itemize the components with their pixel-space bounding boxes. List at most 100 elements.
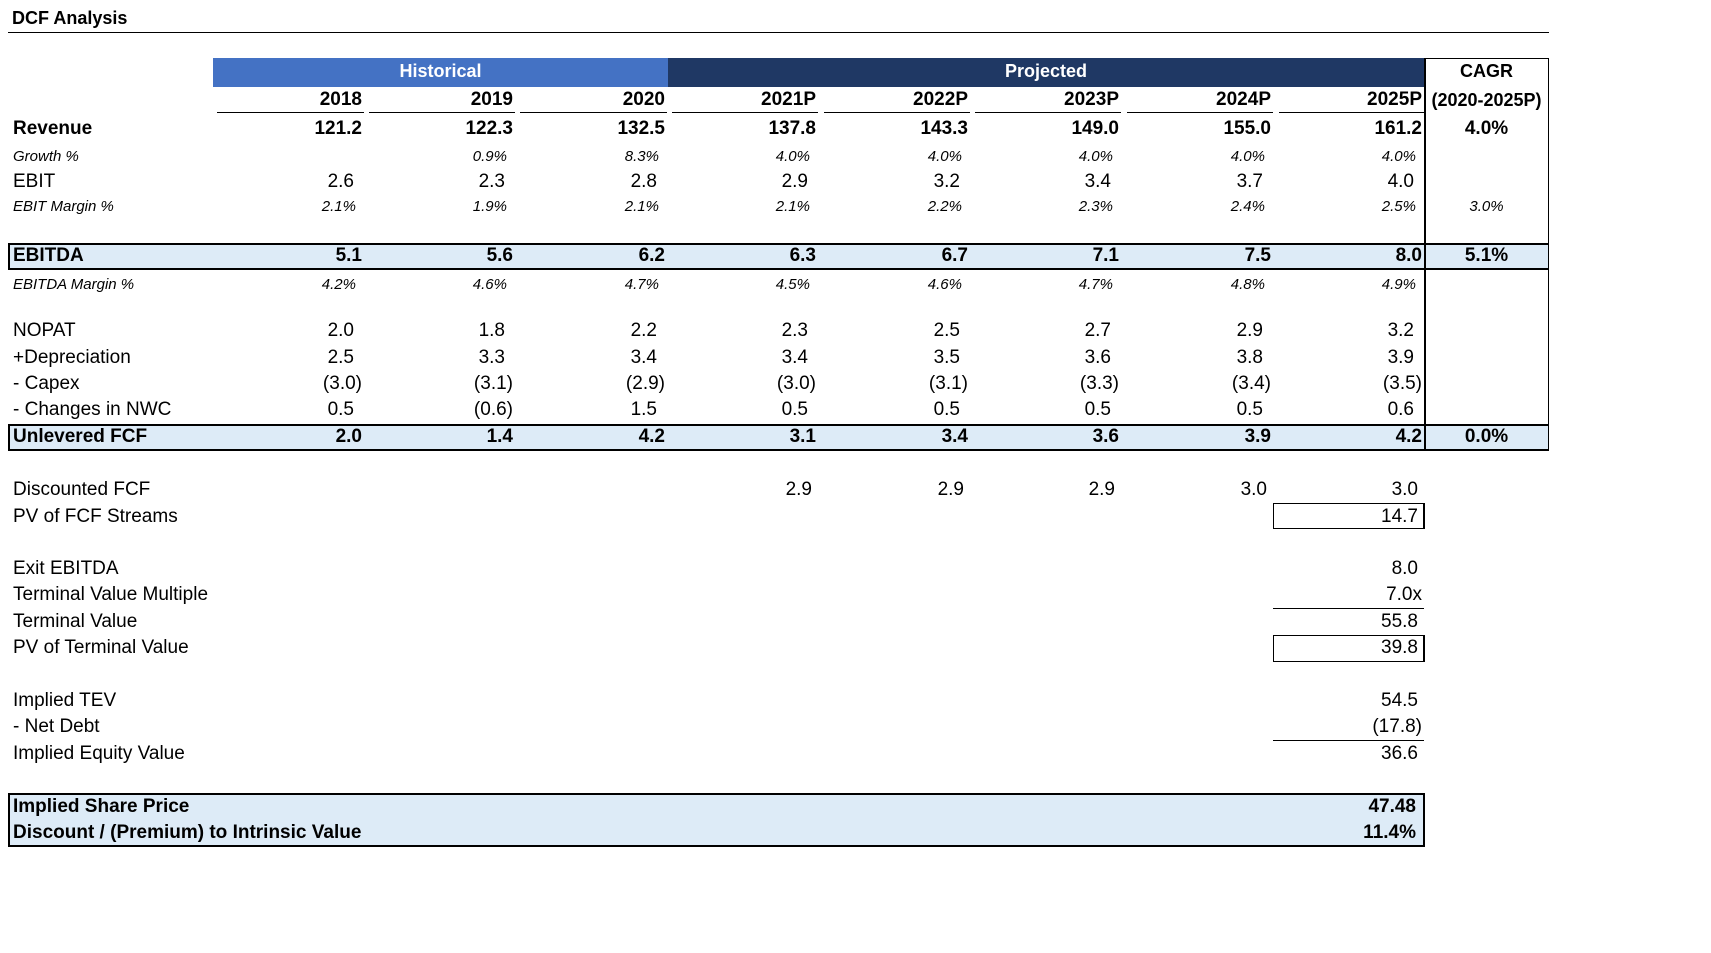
discount-label: Discount / (Premium) to Intrinsic Value [13,822,362,843]
ufcf-row-highlight [8,424,1424,451]
share-price-value: 47.48 [1368,796,1416,817]
title-underline [8,32,1549,33]
tv-multiple-rule [1273,608,1424,609]
ebit-cell: 2.3 [478,171,505,192]
ebit-margin-cell: 2.3% [1078,198,1113,215]
discounted-fcf-cell: 2.9 [937,479,964,500]
ufcf-cell: 3.6 [1092,426,1119,447]
cagr-period: (2020-2025P) [1431,90,1542,110]
capex-cell: (3.3) [1079,373,1119,394]
depreciation-cell: 3.4 [630,347,657,368]
ebitda-cell: 5.6 [486,245,513,266]
implied-tev-value: 54.5 [1381,690,1418,711]
year-underline [520,112,667,113]
ebit-cell: 4.0 [1387,171,1414,192]
share-price-label: Implied Share Price [13,796,190,817]
revenue-cell: 143.3 [920,118,968,139]
ebit-cell: 3.4 [1084,171,1111,192]
ebitda-margin-cell: 4.7% [1078,276,1113,293]
ebit-margin-cell: 2.2% [927,198,962,215]
ufcf-cell: 3.1 [789,426,816,447]
capex-cell: (3.5) [1382,373,1422,394]
terminal-value-value: 55.8 [1381,611,1418,632]
equity-value-label: Implied Equity Value [13,743,185,764]
year-header: 2019 [470,89,513,110]
cagr-header: CAGR [1460,61,1513,81]
historical-label: Historical [399,61,482,81]
nopat-cell: 2.7 [1084,320,1111,341]
ebit-margin-cell: 2.1% [775,198,810,215]
projected-header: Projected [668,58,1424,87]
nwc-cell: 0.5 [327,399,354,420]
year-header: 2023P [1064,89,1119,110]
nopat-cell: 2.2 [630,320,657,341]
capex-cell: (3.0) [776,373,816,394]
capex-cell: (2.9) [625,373,665,394]
ufcf-cagr-highlight [1424,424,1549,451]
year-header: 2018 [319,89,362,110]
depreciation-cell: 3.9 [1387,347,1414,368]
nwc-cell: 0.5 [781,399,808,420]
revenue-cagr: 4.0% [1464,118,1509,139]
capex-cell: (3.1) [473,373,513,394]
revenue-cell: 122.3 [465,118,513,139]
capex-cell: (3.1) [928,373,968,394]
nopat-cell: 2.5 [933,320,960,341]
pv-tv-label: PV of Terminal Value [13,637,189,658]
year-underline [975,112,1121,113]
nopat-cell: 2.3 [781,320,808,341]
ebit-cell: 2.9 [781,171,808,192]
ebitda-margin-cell: 4.7% [624,276,659,293]
year-underline [672,112,818,113]
ebit-label: EBIT [13,171,56,192]
tv-multiple-label: Terminal Value Multiple [13,584,209,605]
ebitda-cell: 6.3 [789,245,816,266]
nwc-cell: (0.6) [473,399,513,420]
pv-fcf-value: 14.7 [1381,506,1418,527]
ebitda-margin-label: EBITDA Margin % [13,276,135,293]
pv-fcf-label: PV of FCF Streams [13,506,178,527]
year-underline [217,112,364,113]
year-header: 2022P [913,89,968,110]
nopat-cell: 2.0 [327,320,354,341]
ebit-margin-cell: 1.9% [472,198,507,215]
revenue-cell: 132.5 [617,118,665,139]
ebitda-label: EBITDA [13,245,84,266]
growth-cell: 8.3% [624,148,659,165]
nwc-cell: 0.5 [1236,399,1263,420]
ebitda-margin-cell: 4.5% [775,276,810,293]
nopat-cell: 2.9 [1236,320,1263,341]
growth-cell: 4.0% [927,148,962,165]
pv-fcf-box [1273,503,1425,529]
growth-cell: 4.0% [1230,148,1265,165]
ebitda-margin-cell: 4.6% [927,276,962,293]
nopat-label: NOPAT [13,320,76,341]
discounted-fcf-label: Discounted FCF [13,479,151,500]
ebit-margin-cell: 2.4% [1230,198,1265,215]
depreciation-cell: 3.3 [478,347,505,368]
sheet-title: DCF Analysis [12,8,128,28]
ufcf-cell: 1.4 [486,426,513,447]
ebitda-margin-cell: 4.2% [321,276,356,293]
nopat-cell: 1.8 [478,320,505,341]
historical-header: Historical [213,58,668,87]
discounted-fcf-cell: 3.0 [1391,479,1418,500]
growth-cell: 4.0% [1381,148,1416,165]
depreciation-cell: 2.5 [327,347,354,368]
depreciation-label: +Depreciation [13,347,131,368]
revenue-label: Revenue [13,118,93,139]
ebit-cell: 3.7 [1236,171,1263,192]
exit-ebitda-label: Exit EBITDA [13,558,119,579]
ufcf-cell: 3.4 [941,426,968,447]
depreciation-cell: 3.5 [933,347,960,368]
revenue-cell: 149.0 [1071,118,1119,139]
terminal-value-label: Terminal Value [13,611,138,632]
ebit-margin-cell: 2.1% [624,198,659,215]
ufcf-cell: 2.0 [335,426,362,447]
ebit-margin-label: EBIT Margin % [13,198,114,215]
ufcf-cagr: 0.0% [1464,426,1509,447]
summary-box [8,793,1425,847]
implied-tev-label: Implied TEV [13,690,117,711]
growth-cell: 0.9% [472,148,507,165]
ebitda-cagr: 5.1% [1464,245,1509,266]
